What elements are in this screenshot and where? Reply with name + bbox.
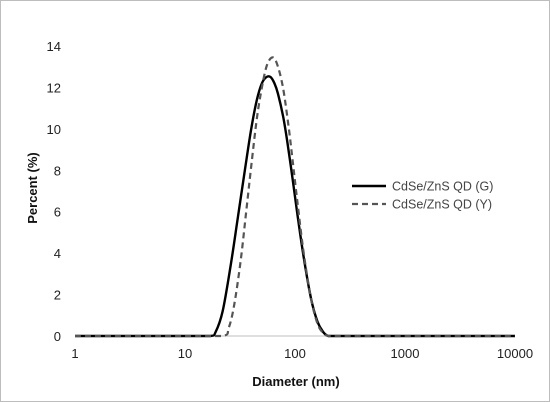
- x-axis-title: Diameter (nm): [252, 374, 339, 389]
- legend-label: CdSe/ZnS QD (Y): [392, 198, 492, 212]
- y-tick-label: 14: [47, 39, 61, 54]
- y-tick-label: 8: [54, 163, 61, 178]
- series-layer: [75, 56, 515, 338]
- y-tick-label: 0: [54, 329, 61, 344]
- y-tick-label: 2: [54, 288, 61, 303]
- legend: CdSe/ZnS QD (G) CdSe/ZnS QD (Y): [352, 180, 493, 212]
- y-tick-label: 4: [54, 246, 61, 261]
- y-tick-label: 12: [47, 80, 61, 95]
- y-axis-title: Percent (%): [25, 152, 40, 224]
- y-tick-labels: 0 2 4 6 8 10 12 14: [47, 39, 61, 344]
- x-tick-label: 10000: [497, 346, 533, 361]
- x-tick-labels: 1 10 100 1000 10000: [71, 346, 533, 361]
- x-tick-label: 100: [284, 346, 306, 361]
- x-tick-label: 10: [178, 346, 192, 361]
- x-tick-label: 1: [71, 346, 78, 361]
- series-line-2: [75, 56, 515, 338]
- y-tick-label: 10: [47, 122, 61, 137]
- y-tick-label: 6: [54, 205, 61, 220]
- legend-label: CdSe/ZnS QD (G): [392, 180, 493, 194]
- x-tick-label: 1000: [391, 346, 420, 361]
